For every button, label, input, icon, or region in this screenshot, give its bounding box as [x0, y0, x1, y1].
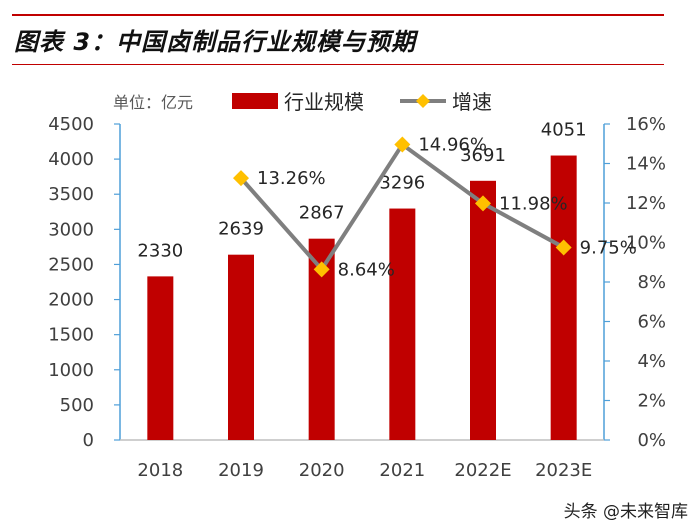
left-axis-tick-label: 4000 — [48, 149, 94, 170]
bar-data-label: 2330 — [137, 240, 183, 261]
chart-title: 图表 3：中国卤制品行业规模与预期 — [14, 28, 417, 56]
legend-bar-swatch — [232, 93, 278, 109]
right-axis-tick-label: 4% — [637, 351, 666, 372]
legend-bar-label: 行业规模 — [284, 90, 364, 114]
growth-point — [475, 195, 491, 212]
bar — [228, 254, 254, 440]
right-axis-tick-label: 6% — [637, 312, 666, 333]
bar — [389, 208, 416, 440]
watermark: 头条 @未来智库 — [563, 502, 688, 522]
growth-data-label: 9.75% — [580, 237, 637, 258]
right-axis-tick-label: 14% — [626, 154, 666, 175]
left-axis-tick-label: 1000 — [48, 360, 94, 381]
growth-point — [233, 170, 249, 187]
left-axis-tick-label: 500 — [60, 395, 94, 416]
x-axis-tick-label: 2020 — [299, 460, 345, 481]
legend-line-marker — [416, 94, 430, 108]
x-axis-tick-label: 2023E — [535, 460, 592, 481]
right-axis-tick-label: 0% — [637, 430, 666, 451]
legend-line-label: 增速 — [452, 90, 492, 114]
growth-point — [394, 136, 411, 153]
unit-label: 单位：亿元 — [113, 93, 193, 112]
growth-data-label: 11.98% — [499, 193, 568, 214]
left-axis-tick-label: 0 — [83, 430, 94, 451]
bar-data-label: 2639 — [218, 219, 264, 240]
growth-data-label: 14.96% — [418, 135, 487, 156]
x-axis-tick-label: 2019 — [218, 460, 264, 481]
right-axis-tick-label: 8% — [637, 272, 666, 293]
bar-data-label: 3296 — [379, 173, 425, 194]
growth-point — [313, 261, 330, 278]
x-axis-tick-label: 2021 — [379, 460, 425, 481]
growth-data-label: 13.26% — [257, 168, 326, 189]
bar — [147, 276, 174, 440]
bar — [470, 180, 496, 440]
growth-data-label: 8.64% — [338, 259, 395, 280]
bar-data-label: 3691 — [460, 145, 506, 166]
left-axis-tick-label: 2000 — [48, 290, 94, 311]
right-axis-tick-label: 16% — [626, 114, 666, 135]
left-axis-tick-label: 2500 — [48, 254, 94, 275]
left-axis-tick-label: 1500 — [48, 325, 94, 346]
left-axis-tick-label: 3500 — [48, 184, 94, 205]
right-axis-tick-label: 12% — [626, 193, 666, 214]
bar-data-label: 4051 — [541, 120, 587, 141]
left-axis-tick-label: 3000 — [48, 219, 94, 240]
top-rule — [12, 14, 664, 16]
bar-data-label: 2867 — [299, 203, 345, 224]
x-axis-tick-label: 2022E — [454, 460, 511, 481]
left-axis-tick-label: 4500 — [48, 114, 94, 135]
growth-point — [555, 239, 572, 256]
right-axis-tick-label: 2% — [637, 391, 666, 412]
x-axis-tick-label: 2018 — [137, 460, 183, 481]
bar — [550, 155, 577, 440]
right-axis-tick-label: 10% — [626, 233, 666, 254]
title-rule — [12, 64, 664, 65]
